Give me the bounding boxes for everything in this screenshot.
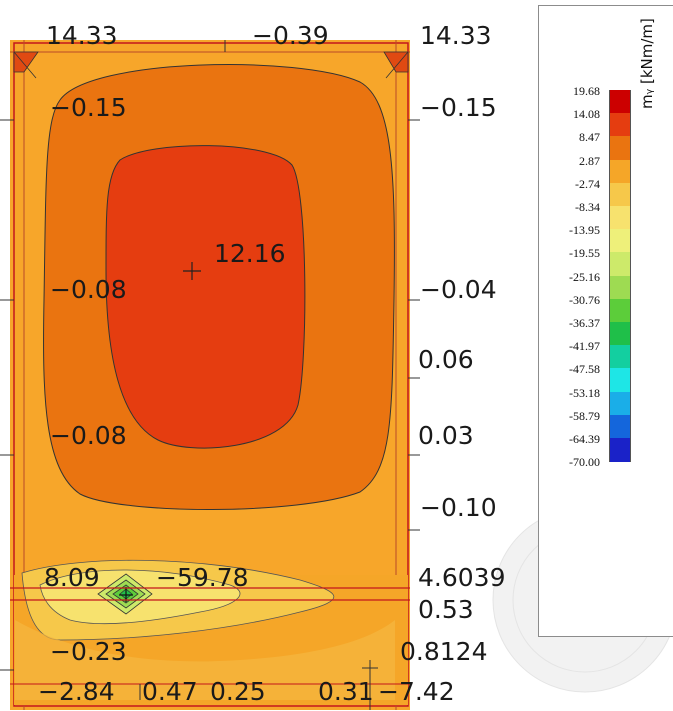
legend-swatch xyxy=(609,90,631,114)
legend-swatch xyxy=(609,136,631,161)
corner-hotspot-top-right xyxy=(383,51,409,73)
label-bot-right: 0.8124 xyxy=(400,637,487,666)
label-beam-min: −59.78 xyxy=(156,563,249,592)
legend-value: -30.76 xyxy=(569,292,600,307)
legend-value: -41.97 xyxy=(569,339,600,354)
legend-value: 19.68 xyxy=(573,84,600,98)
legend-swatch xyxy=(609,438,631,462)
contour-inner xyxy=(105,145,306,449)
label-beam-right: 4.6039 xyxy=(418,563,505,592)
legend-value: -36.37 xyxy=(569,316,600,330)
legend-value: -8.34 xyxy=(575,200,600,214)
contour-lower-3 xyxy=(15,620,395,700)
label-top-right: 14.33 xyxy=(420,21,492,50)
corner-line-tl xyxy=(13,51,37,79)
legend-swatch xyxy=(609,414,631,439)
label-base-1: −2.84 xyxy=(38,677,115,706)
legend-value: -70.00 xyxy=(569,455,600,470)
label-left-1: −0.15 xyxy=(50,93,127,122)
plate-border xyxy=(13,42,409,707)
legend-swatch xyxy=(609,275,631,300)
label-left-2: −0.08 xyxy=(50,275,127,304)
legend-swatch xyxy=(609,113,631,137)
legend-swatch xyxy=(609,322,631,346)
label-left-3: −0.08 xyxy=(50,421,127,450)
legend-swatch xyxy=(609,229,631,253)
legend-value: -58.79 xyxy=(569,408,600,423)
legend-swatch xyxy=(609,159,631,184)
legend-value: -25.16 xyxy=(569,269,600,284)
legend-swatch xyxy=(609,391,631,416)
label-right-3: 0.06 xyxy=(418,345,474,374)
legend-value: 14.08 xyxy=(573,107,600,122)
label-base-2: 0.47 xyxy=(142,677,198,706)
legend-swatch xyxy=(609,345,631,369)
legend-panel xyxy=(538,5,673,637)
legend-value: -2.74 xyxy=(575,176,600,191)
corner-line-tr xyxy=(385,51,409,79)
legend-value: 8.47 xyxy=(579,130,600,145)
label-top-mid: −0.39 xyxy=(252,21,329,50)
label-base-5: −7.42 xyxy=(378,677,455,706)
label-base-4: 0.31 xyxy=(318,677,374,706)
label-top-left: 14.33 xyxy=(46,21,118,50)
label-right-2: −0.04 xyxy=(420,275,497,304)
corner-hotspot-top-left xyxy=(13,51,39,73)
label-bot-left: −0.23 xyxy=(50,637,127,666)
legend-swatch xyxy=(609,298,631,323)
label-base-3: 0.25 xyxy=(210,677,266,706)
legend-title: mᵧ [kNm/m] xyxy=(638,18,656,109)
label-right-6: 0.53 xyxy=(418,595,474,624)
legend-value: -47.58 xyxy=(569,362,600,377)
legend-value: -13.95 xyxy=(569,223,600,238)
legend-value: -19.55 xyxy=(569,246,600,261)
label-right-4: 0.03 xyxy=(418,421,474,450)
label-right-5: −0.10 xyxy=(420,493,497,522)
label-beam-left: 8.09 xyxy=(44,563,100,592)
label-center-max: 12.16 xyxy=(214,239,286,268)
legend-swatch xyxy=(609,206,631,230)
legend-value: -53.18 xyxy=(569,385,600,400)
legend-swatch xyxy=(609,368,631,393)
legend-value: -64.39 xyxy=(569,432,600,446)
legend-swatch xyxy=(609,182,631,207)
label-right-1: −0.15 xyxy=(420,93,497,122)
legend-swatch xyxy=(609,252,631,277)
legend-value: 2.87 xyxy=(579,153,600,168)
